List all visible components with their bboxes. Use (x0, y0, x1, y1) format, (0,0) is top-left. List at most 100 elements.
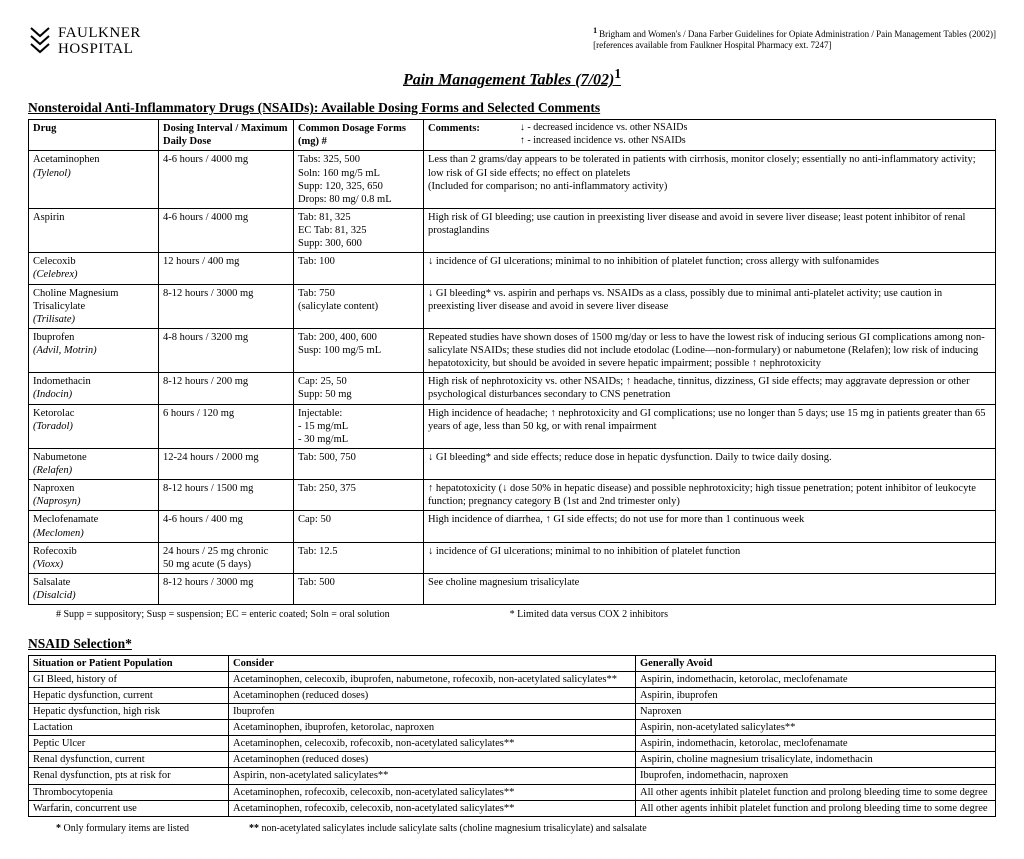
cell-forms: Tab: 500 (294, 573, 424, 604)
table-row: Ketorolac(Toradol)6 hours / 120 mgInject… (29, 404, 996, 448)
cell-dosing: 12 hours / 400 mg (159, 253, 294, 284)
table-row: Hepatic dysfunction, currentAcetaminophe… (29, 687, 996, 703)
wheat-chevron-icon (28, 24, 52, 60)
hospital-name: FAULKNER HOSPITAL (58, 26, 141, 58)
cell-consider: Acetaminophen, rofecoxib, celecoxib, non… (229, 800, 636, 816)
cell-dosing: 12-24 hours / 2000 mg (159, 448, 294, 479)
th-drug: Drug (29, 120, 159, 151)
cell-consider: Acetaminophen, rofecoxib, celecoxib, non… (229, 784, 636, 800)
hospital-name-line2: HOSPITAL (58, 42, 141, 58)
th-consider: Consider (229, 655, 636, 671)
cell-comments: ↓ incidence of GI ulcerations; minimal t… (424, 253, 996, 284)
cell-comments: ↓ GI bleeding* and side effects; reduce … (424, 448, 996, 479)
section1-title: Nonsteroidal Anti-Inflammatory Drugs (NS… (28, 100, 996, 117)
cell-drug: Nabumetone(Relafen) (29, 448, 159, 479)
cell-avoid: All other agents inhibit platelet functi… (636, 800, 996, 816)
table1-footnotes: # Supp = suppository; Susp = suspension;… (56, 609, 996, 622)
table-row: Peptic UlcerAcetaminophen, celecoxib, ro… (29, 736, 996, 752)
citation-line1: Brigham and Women's / Dana Farber Guidel… (599, 29, 996, 39)
cell-consider: Acetaminophen (reduced doses) (229, 687, 636, 703)
cell-comments: See choline magnesium trisalicylate (424, 573, 996, 604)
cell-forms: Tab: 250, 375 (294, 480, 424, 511)
th-forms: Common Dosage Forms (mg) # (294, 120, 424, 151)
cell-situation: Thrombocytopenia (29, 784, 229, 800)
cell-drug: Celecoxib(Celebrex) (29, 253, 159, 284)
table2-footnotes: * Only formulary items are listed ** non… (56, 823, 996, 836)
table-row: Naproxen(Naprosyn)8-12 hours / 1500 mgTa… (29, 480, 996, 511)
cell-forms: Tab: 12.5 (294, 542, 424, 573)
cell-dosing: 8-12 hours / 3000 mg (159, 284, 294, 328)
footnote-star: * Limited data versus COX 2 inhibitors (510, 609, 668, 622)
cell-forms: Cap: 50 (294, 511, 424, 542)
th-avoid: Generally Avoid (636, 655, 996, 671)
cell-forms: Cap: 25, 50Supp: 50 mg (294, 373, 424, 404)
cell-comments: ↑ hepatotoxicity (↓ dose 50% in hepatic … (424, 480, 996, 511)
cell-forms: Injectable:- 15 mg/mL- 30 mg/mL (294, 404, 424, 448)
legend-decreased: ↓ - decreased incidence vs. other NSAIDs (520, 122, 687, 133)
table-row: Aspirin4-6 hours / 4000 mgTab: 81, 325EC… (29, 208, 996, 252)
cell-avoid: Aspirin, ibuprofen (636, 687, 996, 703)
document-header: FAULKNER HOSPITAL 1Brigham and Women's /… (28, 24, 996, 60)
table-row: Ibuprofen(Advil, Motrin)4-8 hours / 3200… (29, 328, 996, 372)
cell-consider: Acetaminophen (reduced doses) (229, 752, 636, 768)
table-row: Celecoxib(Celebrex)12 hours / 400 mgTab:… (29, 253, 996, 284)
page-title: Pain Management Tables (7/02)1 (28, 66, 996, 90)
cell-avoid: Aspirin, indomethacin, ketorolac, meclof… (636, 671, 996, 687)
cell-situation: GI Bleed, history of (29, 671, 229, 687)
cell-dosing: 4-6 hours / 4000 mg (159, 151, 294, 209)
th-comments: Comments: ↓ - decreased incidence vs. ot… (424, 120, 996, 151)
table-row: Salsalate(Disalcid)8-12 hours / 3000 mgT… (29, 573, 996, 604)
cell-situation: Warfarin, concurrent use (29, 800, 229, 816)
cell-drug: Ibuprofen(Advil, Motrin) (29, 328, 159, 372)
cell-comments: High risk of GI bleeding; use caution in… (424, 208, 996, 252)
cell-drug: Acetaminophen(Tylenol) (29, 151, 159, 209)
cell-avoid: Aspirin, non-acetylated salicylates** (636, 720, 996, 736)
cell-situation: Peptic Ulcer (29, 736, 229, 752)
cell-consider: Acetaminophen, celecoxib, ibuprofen, nab… (229, 671, 636, 687)
selection-table: Situation or Patient Population Consider… (28, 655, 996, 817)
cell-situation: Hepatic dysfunction, high risk (29, 703, 229, 719)
cell-dosing: 8-12 hours / 3000 mg (159, 573, 294, 604)
cell-situation: Lactation (29, 720, 229, 736)
cell-dosing: 8-12 hours / 1500 mg (159, 480, 294, 511)
citation-block: 1Brigham and Women's / Dana Farber Guide… (593, 24, 996, 52)
cell-situation: Renal dysfunction, pts at risk for (29, 768, 229, 784)
cell-avoid: Naproxen (636, 703, 996, 719)
cell-forms: Tab: 500, 750 (294, 448, 424, 479)
cell-forms: Tab: 200, 400, 600Susp: 100 mg/5 mL (294, 328, 424, 372)
th-dosing: Dosing Interval / Maximum Daily Dose (159, 120, 294, 151)
table-header-row: Drug Dosing Interval / Maximum Daily Dos… (29, 120, 996, 151)
cell-consider: Acetaminophen, ibuprofen, ketorolac, nap… (229, 720, 636, 736)
th-situation: Situation or Patient Population (29, 655, 229, 671)
footnote-hash: # Supp = suppository; Susp = suspension;… (56, 609, 390, 622)
table-row: Choline Magnesium Trisalicylate(Trilisat… (29, 284, 996, 328)
cell-comments: ↓ GI bleeding* vs. aspirin and perhaps v… (424, 284, 996, 328)
cell-dosing: 4-8 hours / 3200 mg (159, 328, 294, 372)
table-row: Nabumetone(Relafen)12-24 hours / 2000 mg… (29, 448, 996, 479)
nsaid-table: Drug Dosing Interval / Maximum Daily Dos… (28, 119, 996, 605)
cell-dosing: 4-6 hours / 400 mg (159, 511, 294, 542)
cell-drug: Salsalate(Disalcid) (29, 573, 159, 604)
cell-consider: Acetaminophen, celecoxib, rofecoxib, non… (229, 736, 636, 752)
cell-drug: Ketorolac(Toradol) (29, 404, 159, 448)
legend-increased: ↑ - increased incidence vs. other NSAIDs (520, 135, 686, 146)
cell-drug: Indomethacin(Indocin) (29, 373, 159, 404)
cell-consider: Aspirin, non-acetylated salicylates** (229, 768, 636, 784)
cell-avoid: Aspirin, choline magnesium trisalicylate… (636, 752, 996, 768)
table-row: Acetaminophen(Tylenol)4-6 hours / 4000 m… (29, 151, 996, 209)
cell-comments: High risk of nephrotoxicity vs. other NS… (424, 373, 996, 404)
cell-comments: High incidence of diarrhea, ↑ GI side ef… (424, 511, 996, 542)
table-row: Meclofenamate(Meclomen)4-6 hours / 400 m… (29, 511, 996, 542)
cell-drug: Aspirin (29, 208, 159, 252)
table-header-row: Situation or Patient Population Consider… (29, 655, 996, 671)
cell-situation: Hepatic dysfunction, current (29, 687, 229, 703)
cell-dosing: 8-12 hours / 200 mg (159, 373, 294, 404)
footnote2-star: Only formulary items are listed (64, 823, 190, 834)
cell-drug: Choline Magnesium Trisalicylate(Trilisat… (29, 284, 159, 328)
cell-situation: Renal dysfunction, current (29, 752, 229, 768)
table-row: GI Bleed, history ofAcetaminophen, celec… (29, 671, 996, 687)
cell-avoid: Ibuprofen, indomethacin, naproxen (636, 768, 996, 784)
hospital-name-line1: FAULKNER (58, 26, 141, 42)
cell-forms: Tab: 750(salicylate content) (294, 284, 424, 328)
cell-drug: Meclofenamate(Meclomen) (29, 511, 159, 542)
